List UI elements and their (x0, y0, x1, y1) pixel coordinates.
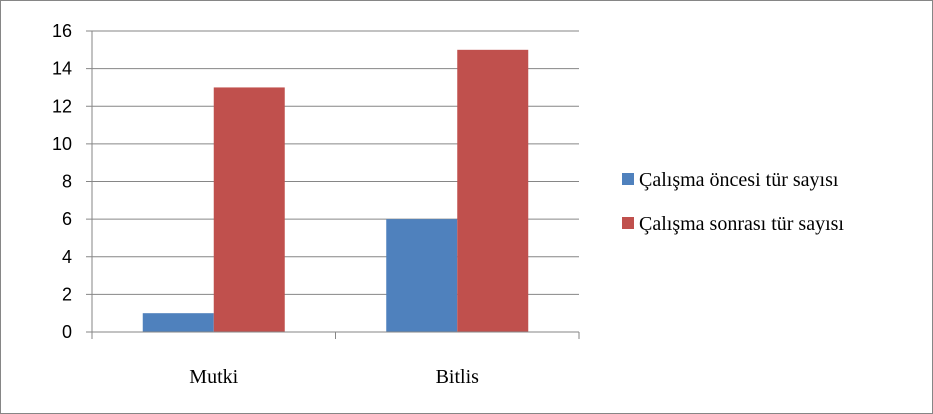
y-tick-label: 6 (62, 209, 72, 229)
gridlines (92, 30, 579, 295)
y-tick-label: 0 (62, 322, 72, 342)
legend-label: Çalışma sonrası tür sayısı (639, 213, 844, 235)
y-tick-label: 8 (62, 172, 72, 192)
y-tick-label: 12 (52, 96, 72, 116)
legend-swatch (622, 217, 634, 229)
bar-before-bitlis (386, 219, 458, 332)
legend-swatch (622, 173, 634, 185)
y-tick-label: 4 (62, 247, 72, 267)
category-label: Mutki (189, 366, 238, 388)
y-tick-label: 14 (52, 59, 72, 79)
y-tick-label: 10 (52, 134, 72, 154)
y-tick-label: 2 (62, 284, 72, 304)
legend-label: Çalışma öncesi tür sayısı (639, 169, 839, 191)
bar-before-mutki (142, 313, 214, 332)
axes (86, 30, 580, 339)
bars (142, 49, 529, 332)
bar-after-bitlis (457, 49, 529, 332)
bar-after-mutki (213, 87, 285, 332)
legend: Çalışma öncesi tür sayısı Çalışma sonrası… (622, 169, 844, 235)
category-labels: Mutki Bitlis (189, 366, 479, 388)
y-tick-labels: 0 2 4 6 8 10 12 14 16 (52, 21, 72, 342)
y-tick-label: 16 (52, 21, 72, 41)
category-label: Bitlis (436, 366, 480, 388)
